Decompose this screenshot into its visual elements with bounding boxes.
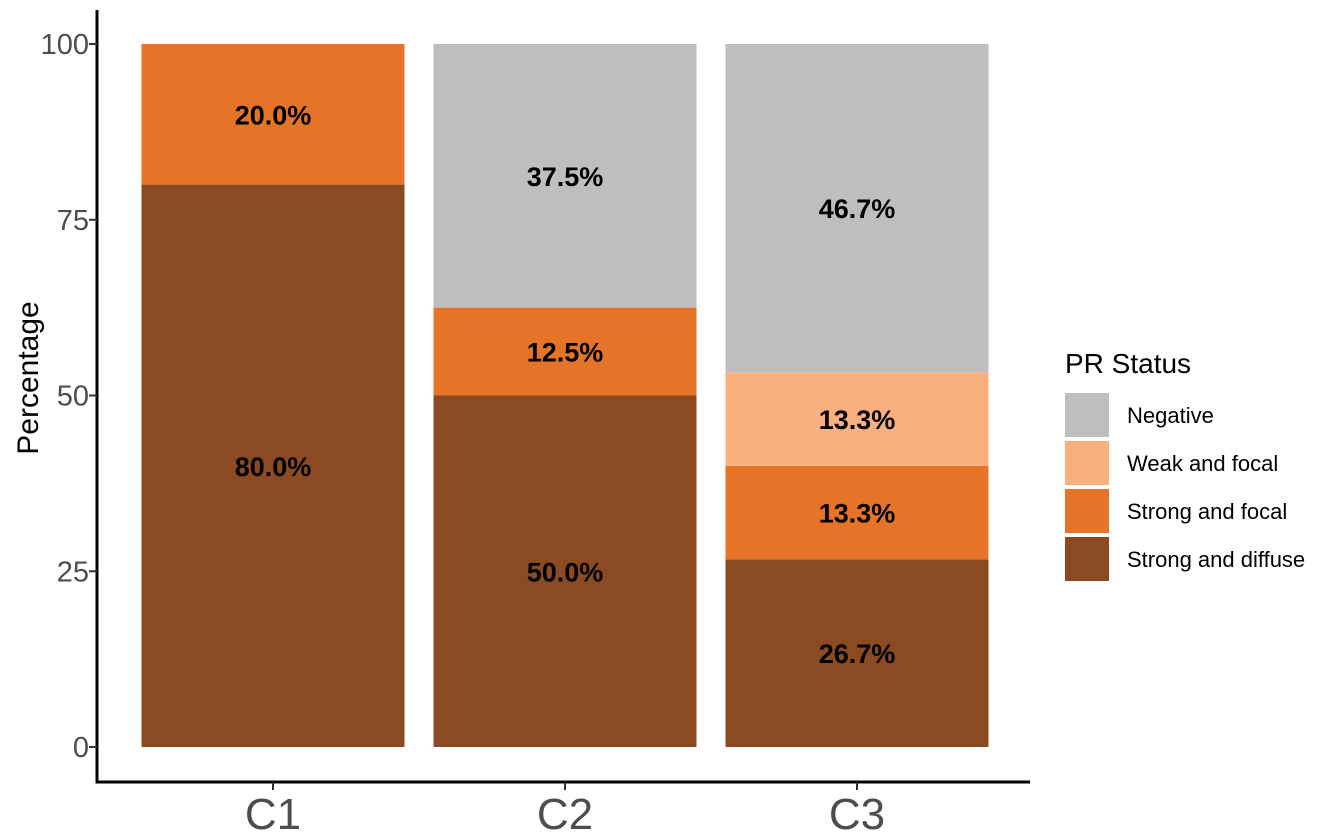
y-axis-title: Percentage: [12, 301, 45, 454]
x-tick-label-c3: C3: [829, 790, 885, 836]
legend-label-strong-and-focal: Strong and focal: [1127, 499, 1287, 524]
legend-label-strong-and-diffuse: Strong and diffuse: [1127, 547, 1305, 572]
bar-c2-strong-and-focal: [433, 307, 697, 396]
x-ticks-layer: C1 C2 C3: [245, 782, 885, 836]
legend-swatch-weak-and-focal: [1065, 441, 1109, 485]
bar-label-c3-weak-and-focal: 13.3%: [819, 405, 896, 435]
y-tick-label: 25: [57, 556, 89, 588]
bar-c3-weak-and-focal: [725, 372, 989, 466]
bar-label-c3-strong-and-focal: 13.3%: [819, 499, 896, 529]
bar-c1-strong-and-diffuse: [141, 184, 405, 748]
bar-c3-negative: [725, 44, 989, 373]
x-tick-label-c1: C1: [245, 790, 301, 836]
x-tick-label-c2: C2: [537, 790, 593, 836]
bar-label-c2-strong-and-diffuse: 50.0%: [527, 557, 604, 587]
legend-items: Negative Weak and focal Strong and focal St…: [1065, 393, 1305, 581]
legend-title: PR Status: [1065, 348, 1191, 379]
bars-layer: [141, 44, 989, 748]
legend-swatch-negative: [1065, 393, 1109, 437]
legend-label-negative: Negative: [1127, 403, 1214, 428]
bar-c2-strong-and-diffuse: [433, 395, 697, 747]
bar-label-c2-strong-and-focal: 12.5%: [527, 338, 604, 368]
bar-c3-strong-and-diffuse: [725, 559, 989, 747]
bar-c1-strong-and-focal: [141, 44, 405, 185]
legend-swatch-strong-and-focal: [1065, 489, 1109, 533]
bar-label-c1-strong-and-diffuse: 80.0%: [235, 452, 312, 482]
y-ticks-layer: 0 25 50 75 100: [41, 29, 97, 764]
bar-label-c3-negative: 46.7%: [819, 194, 896, 224]
bar-label-c3-strong-and-diffuse: 26.7%: [819, 639, 896, 669]
bar-label-c1-strong-and-focal: 20.0%: [235, 100, 312, 130]
legend: PR Status Negative Weak and focal Strong a…: [1065, 348, 1305, 581]
y-tick-label: 100: [41, 29, 89, 61]
bar-c3-strong-and-focal: [725, 465, 989, 560]
bar-c2-negative: [433, 44, 697, 308]
bar-labels-layer: 80.0% 20.0% 50.0% 12.5% 37.5% 26.7% 13.3% 13.3%…: [235, 100, 896, 669]
y-tick-label: 0: [73, 732, 89, 764]
y-tick-label: 50: [57, 381, 89, 413]
bar-label-c2-negative: 37.5%: [527, 162, 604, 192]
legend-label-weak-and-focal: Weak and focal: [1127, 451, 1278, 476]
y-tick-label: 75: [57, 205, 89, 237]
legend-swatch-strong-and-diffuse: [1065, 537, 1109, 581]
